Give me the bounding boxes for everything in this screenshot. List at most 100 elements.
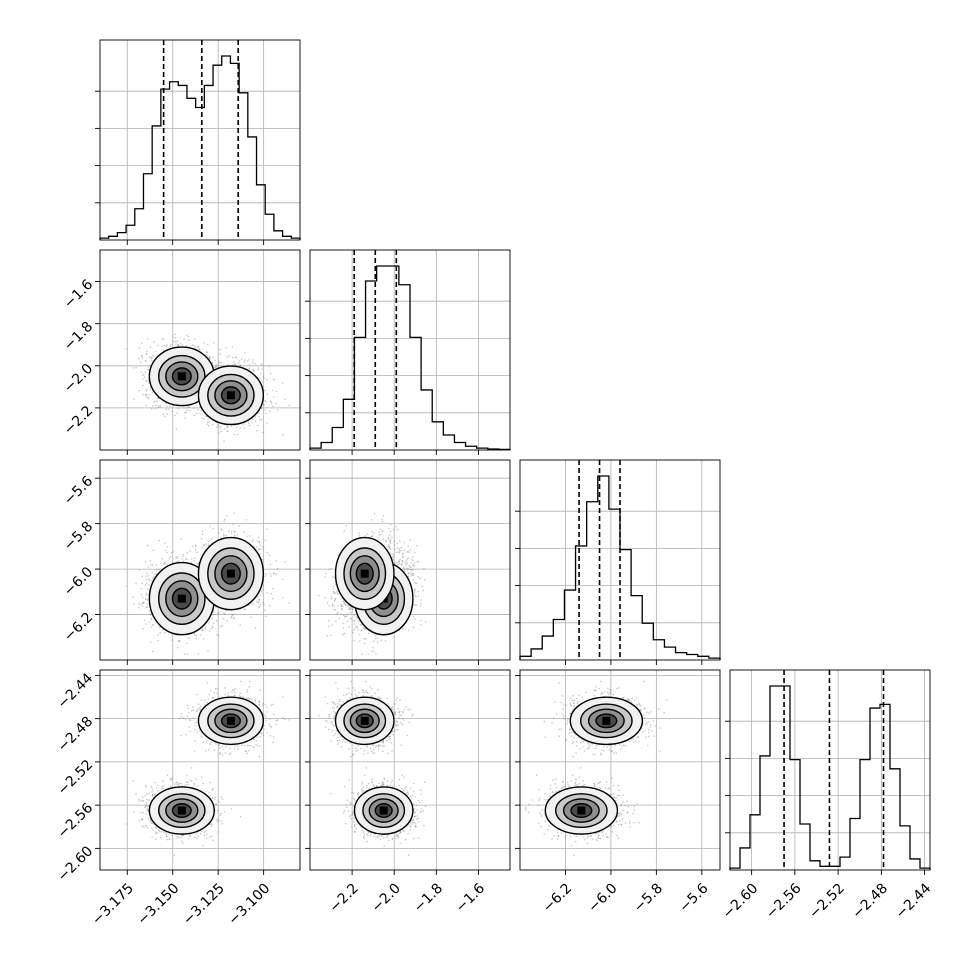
sample-point	[284, 398, 286, 401]
sample-point	[177, 344, 180, 346]
sample-point	[125, 348, 128, 350]
sample-point	[205, 354, 208, 356]
sample-point	[207, 418, 209, 421]
sample-point	[145, 578, 147, 581]
sample-point	[214, 366, 217, 368]
sample-point	[282, 597, 284, 599]
sample-point	[262, 381, 264, 384]
sample-point	[154, 400, 156, 403]
sample-point	[168, 557, 171, 560]
sample-point	[215, 619, 218, 622]
sample-point	[204, 625, 206, 627]
sample-point	[155, 564, 158, 566]
sample-point	[175, 343, 177, 345]
sample-point	[155, 351, 157, 353]
sample-point	[164, 563, 166, 565]
sample-point	[202, 638, 205, 640]
sample-point	[148, 610, 150, 612]
sample-point	[219, 353, 222, 355]
sample-point	[143, 602, 145, 604]
sample-point	[262, 584, 265, 587]
sample-point	[174, 340, 176, 343]
sample-point	[258, 541, 261, 543]
sample-point	[207, 544, 210, 547]
sample-point	[264, 539, 267, 542]
sample-point	[275, 402, 277, 405]
histogram-panel-1	[305, 249, 511, 455]
sample-point	[259, 544, 261, 547]
sample-point	[231, 613, 233, 616]
sample-point	[148, 621, 151, 623]
sample-point	[163, 415, 166, 418]
sample-point	[151, 572, 153, 574]
sample-point	[284, 561, 286, 563]
sample-point	[252, 538, 254, 541]
sample-point	[209, 357, 211, 360]
sample-point	[162, 628, 164, 631]
sample-point	[251, 602, 253, 604]
sample-point	[222, 617, 225, 620]
sample-point	[183, 338, 185, 340]
sample-point	[227, 364, 229, 366]
sample-point	[187, 637, 189, 639]
sample-point	[144, 376, 146, 378]
sample-point	[147, 566, 150, 568]
sample-point	[225, 515, 228, 517]
sample-point	[141, 356, 144, 359]
sample-point	[206, 351, 208, 354]
sample-point	[186, 653, 189, 655]
sample-point	[172, 335, 174, 337]
sample-point	[232, 613, 235, 615]
sample-point	[186, 409, 189, 412]
histogram-step-3	[729, 685, 931, 870]
sample-point	[188, 406, 190, 409]
sample-point	[141, 582, 143, 585]
sample-point	[228, 530, 230, 532]
sample-point	[270, 401, 273, 403]
sample-point	[262, 431, 264, 434]
sample-point	[224, 428, 226, 430]
sample-point	[218, 362, 220, 364]
sample-point	[233, 363, 236, 366]
sample-point	[149, 388, 151, 391]
sample-point	[239, 364, 242, 367]
sample-point	[197, 345, 200, 348]
sample-point	[158, 568, 160, 571]
histogram-panel-2	[515, 459, 721, 665]
sample-point	[269, 372, 272, 375]
sample-point	[151, 624, 154, 626]
sample-point	[148, 578, 150, 580]
sample-point	[166, 413, 169, 416]
sample-point	[268, 365, 271, 368]
sample-point	[147, 397, 150, 400]
sample-point	[150, 641, 152, 643]
sample-point	[145, 404, 147, 407]
sample-point	[254, 420, 257, 422]
sample-point	[224, 613, 226, 615]
sample-point	[144, 584, 147, 586]
sample-point	[272, 597, 274, 600]
sample-point	[150, 626, 153, 628]
sample-point	[264, 609, 266, 611]
sample-point	[216, 633, 218, 636]
sample-point	[227, 430, 229, 432]
sample-point	[150, 617, 153, 620]
sample-point	[156, 400, 158, 403]
sample-point	[247, 421, 250, 423]
sample-point	[258, 599, 261, 601]
sample-point	[157, 405, 159, 407]
sample-point	[263, 403, 265, 406]
sample-point	[225, 534, 228, 537]
sample-point	[260, 372, 262, 375]
sample-point	[238, 360, 241, 362]
sample-point	[240, 358, 243, 360]
sample-point	[208, 421, 211, 423]
sample-point	[262, 375, 265, 378]
sample-point	[203, 544, 205, 547]
sample-point	[215, 364, 218, 366]
sample-point	[208, 356, 211, 358]
sample-point	[197, 562, 199, 565]
sample-point	[270, 592, 273, 595]
sample-point	[273, 572, 275, 574]
